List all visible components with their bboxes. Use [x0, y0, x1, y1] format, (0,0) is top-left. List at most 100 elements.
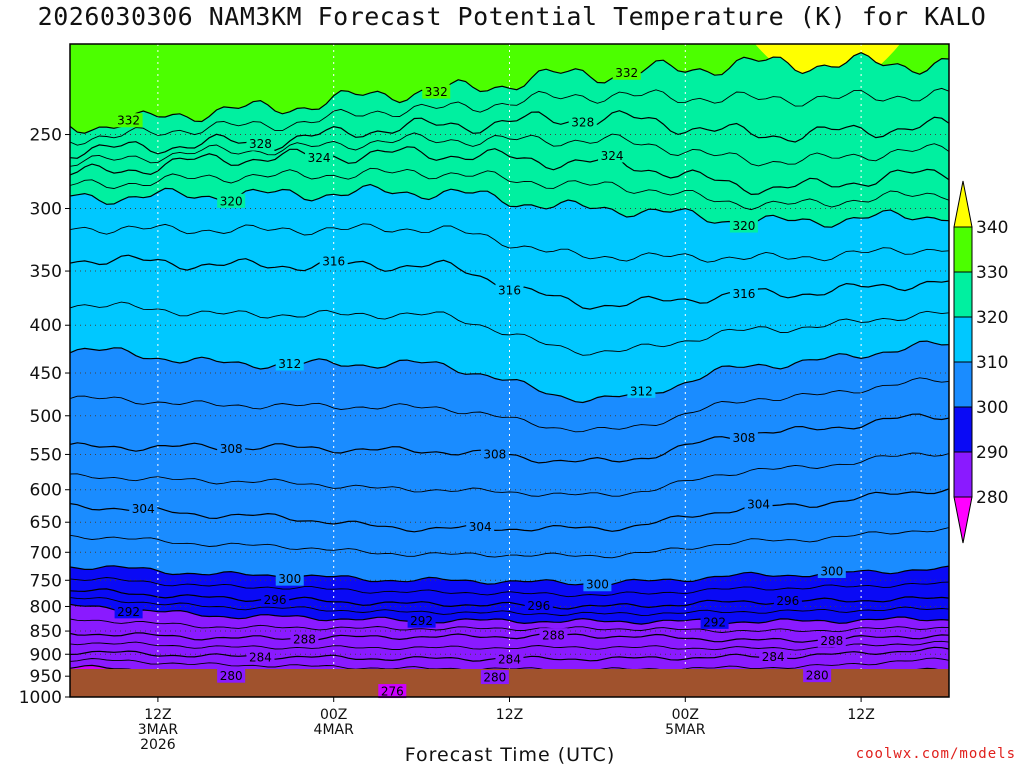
contour-label-320: 320: [220, 194, 243, 208]
isentrope-308: [70, 413, 949, 464]
contour-label-bg: [246, 136, 275, 151]
y-tick-label-250: 250: [30, 126, 62, 146]
x-tick-label-12Z: 12Z: [847, 707, 874, 723]
isentrope-312: [70, 340, 949, 404]
isentrope-332: [70, 52, 949, 134]
contour-label-308: 308: [220, 442, 243, 456]
isentrope-292: [70, 603, 949, 625]
contour-label-bg: [217, 668, 246, 683]
contour-label-bg: [759, 649, 788, 664]
contour-label-bg: [524, 598, 553, 613]
contour-label-bg: [773, 593, 802, 608]
contour-label-bg: [817, 633, 846, 648]
isentrope-328: [70, 110, 949, 159]
y-tick-label-900: 900: [30, 645, 62, 665]
contour-label-300: 300: [586, 578, 609, 592]
contour-label-bg: [422, 84, 451, 99]
y-tick-label-450: 450: [30, 364, 62, 384]
contour-label-bg: [729, 430, 758, 445]
y-tick-label-300: 300: [30, 200, 62, 220]
isentrope-minor: [70, 132, 949, 167]
contour-label-288: 288: [542, 629, 565, 643]
contour-label-312: 312: [278, 357, 301, 371]
contour-label-bg: [378, 684, 407, 699]
y-tick-label-800: 800: [30, 597, 62, 617]
terrain-ground: [70, 669, 949, 697]
x-tick-label-4MAR: 4MAR: [314, 722, 355, 738]
contour-label-288: 288: [293, 632, 316, 646]
colorbar-arrow-bottom: [953, 496, 973, 544]
colorbar-label-300: 300: [976, 398, 1008, 418]
y-tick-label-600: 600: [30, 481, 62, 501]
contour-label-304: 304: [132, 502, 155, 516]
contour-label-bg: [305, 150, 334, 165]
band-fill-304: [70, 414, 949, 532]
contour-label-bg: [290, 631, 319, 646]
contour-label-bg: [568, 114, 597, 129]
isentrope-minor: [70, 167, 949, 211]
contour-label-bg: [539, 628, 568, 643]
isentrope-minor: [70, 597, 949, 616]
colorbar-arrow-top: [953, 180, 973, 228]
contour-label-332: 332: [425, 85, 448, 99]
isentrope-minor: [70, 452, 949, 497]
contour-label-bg: [744, 497, 773, 512]
x-tick-label-2026: 2026: [140, 737, 176, 753]
contour-label-bg: [114, 604, 143, 619]
contour-label-bg: [729, 286, 758, 301]
credit-link[interactable]: coolwx.com/models: [855, 746, 1016, 762]
contour-label-bg: [129, 501, 158, 516]
isentrope-296: [70, 588, 949, 610]
colorbar-segment: [953, 451, 973, 498]
y-tick-label-950: 950: [30, 667, 62, 687]
x-tick-label-5MAR: 5MAR: [665, 722, 706, 738]
contour-label-296: 296: [776, 594, 799, 608]
x-tick-label-12Z: 12Z: [496, 707, 523, 723]
colorbar-segment: [953, 361, 973, 408]
y-tick-label-1000: 1000: [19, 688, 62, 708]
contour-label-304: 304: [747, 498, 770, 512]
contour-label-bg: [583, 577, 612, 592]
contour-label-bg: [817, 563, 846, 578]
y-tick-label-650: 650: [30, 513, 62, 533]
colorbar-segment: [953, 226, 973, 273]
contour-label-280: 280: [806, 669, 829, 683]
contour-label-288: 288: [820, 634, 843, 648]
contour-label-300: 300: [278, 572, 301, 586]
contour-label-bg: [480, 446, 509, 461]
x-tick-label-00Z: 00Z: [320, 707, 347, 723]
contour-label-300: 300: [820, 564, 843, 578]
y-tick-label-750: 750: [30, 571, 62, 591]
contour-label-296: 296: [527, 599, 550, 613]
contour-label-324: 324: [308, 151, 331, 165]
y-tick-label-700: 700: [30, 543, 62, 563]
band-fill-292: [70, 588, 949, 625]
contour-label-308: 308: [483, 447, 506, 461]
colorbar-label-320: 320: [976, 308, 1008, 328]
band-fill-288: [70, 604, 949, 643]
contour-label-bg: [700, 614, 729, 629]
contour-label-308: 308: [732, 431, 755, 445]
contour-label-324: 324: [601, 149, 624, 163]
colorbar-segment: [953, 406, 973, 453]
contour-label-284: 284: [498, 653, 521, 667]
isentrope-minor: [70, 87, 949, 146]
isentrope-minor: [70, 577, 949, 598]
isentrope-minor: [70, 377, 949, 433]
contour-label-bg: [319, 254, 348, 269]
isentrope-300: [70, 565, 949, 586]
band-fill-316: [70, 184, 949, 310]
contour-label-bg: [729, 218, 758, 233]
isentrope-320: [70, 183, 949, 228]
contour-label-328: 328: [249, 137, 272, 151]
contour-label-292: 292: [117, 605, 140, 619]
isentrope-minor: [70, 301, 949, 356]
isentrope-minor: [70, 640, 949, 651]
chart-title: 2026030306 NAM3KM Forecast Potential Tem…: [37, 2, 987, 31]
isentrope-324: [70, 146, 949, 196]
contour-label-296: 296: [264, 593, 287, 607]
band-fill-top: [70, 44, 949, 134]
contour-label-280: 280: [483, 671, 506, 685]
contour-label-bg: [495, 652, 524, 667]
contour-label-280: 280: [220, 669, 243, 683]
